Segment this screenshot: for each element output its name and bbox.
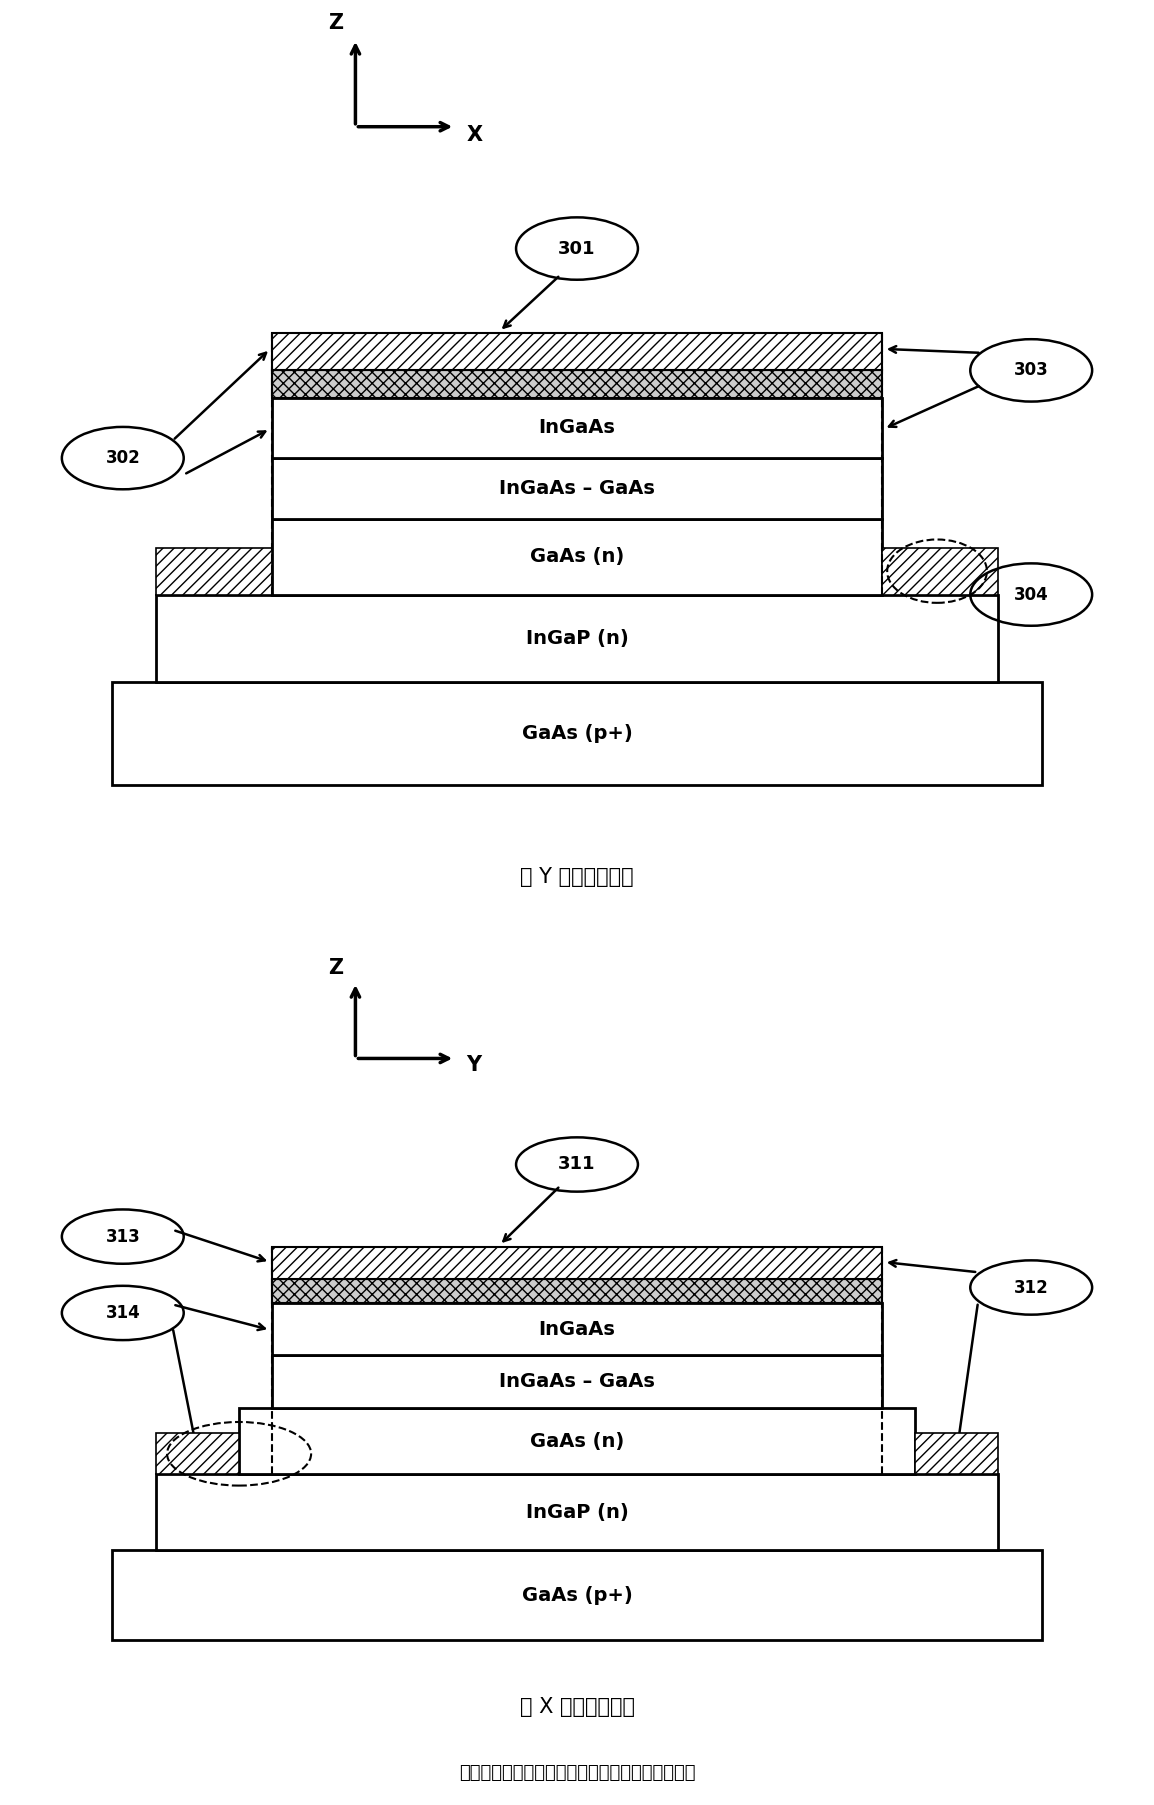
Bar	[272, 397, 882, 458]
Bar	[915, 1433, 998, 1475]
Text: 沿 Y 轴观看的视图: 沿 Y 轴观看的视图	[520, 866, 634, 888]
Text: 312: 312	[1014, 1278, 1049, 1296]
Text: GaAs (p+): GaAs (p+)	[522, 1585, 632, 1605]
Text: 现有技术的发射极台面蚀刻剖面（未按比例绘制）: 现有技术的发射极台面蚀刻剖面（未按比例绘制）	[459, 1763, 695, 1782]
Text: InGaAs – GaAs: InGaAs – GaAs	[499, 1372, 655, 1392]
Text: 304: 304	[1014, 585, 1049, 603]
Text: InGaP (n): InGaP (n)	[525, 1504, 629, 1522]
Bar	[272, 1247, 882, 1280]
Bar	[272, 1303, 882, 1356]
Text: GaAs (n): GaAs (n)	[530, 547, 624, 567]
Bar	[156, 594, 998, 682]
Text: InGaAs: InGaAs	[539, 419, 615, 437]
Bar	[882, 547, 998, 594]
Bar	[272, 458, 882, 518]
Bar	[112, 682, 1042, 785]
Text: InGaAs – GaAs: InGaAs – GaAs	[499, 478, 655, 498]
Bar	[272, 1356, 882, 1408]
Bar	[239, 1408, 915, 1475]
Text: X: X	[466, 125, 482, 146]
Text: Z: Z	[328, 958, 343, 978]
Text: 301: 301	[559, 240, 595, 258]
Text: InGaP (n): InGaP (n)	[525, 628, 629, 648]
Bar	[272, 370, 882, 397]
Text: InGaAs: InGaAs	[539, 1319, 615, 1339]
Bar	[156, 1475, 998, 1550]
Text: Y: Y	[466, 1056, 481, 1076]
Text: GaAs (n): GaAs (n)	[530, 1431, 624, 1451]
Text: 313: 313	[105, 1227, 140, 1245]
Bar	[156, 547, 272, 594]
Bar	[156, 1433, 239, 1475]
Text: 314: 314	[105, 1303, 140, 1321]
Text: 沿 X 轴观看的视图: 沿 X 轴观看的视图	[519, 1697, 635, 1717]
Text: 311: 311	[559, 1155, 595, 1173]
Text: 303: 303	[1014, 361, 1049, 379]
Bar	[272, 518, 882, 594]
Text: GaAs (p+): GaAs (p+)	[522, 724, 632, 744]
Bar	[272, 1280, 882, 1303]
Bar	[272, 334, 882, 370]
Text: Z: Z	[328, 13, 343, 32]
Bar	[112, 1550, 1042, 1639]
Text: 302: 302	[105, 449, 140, 467]
